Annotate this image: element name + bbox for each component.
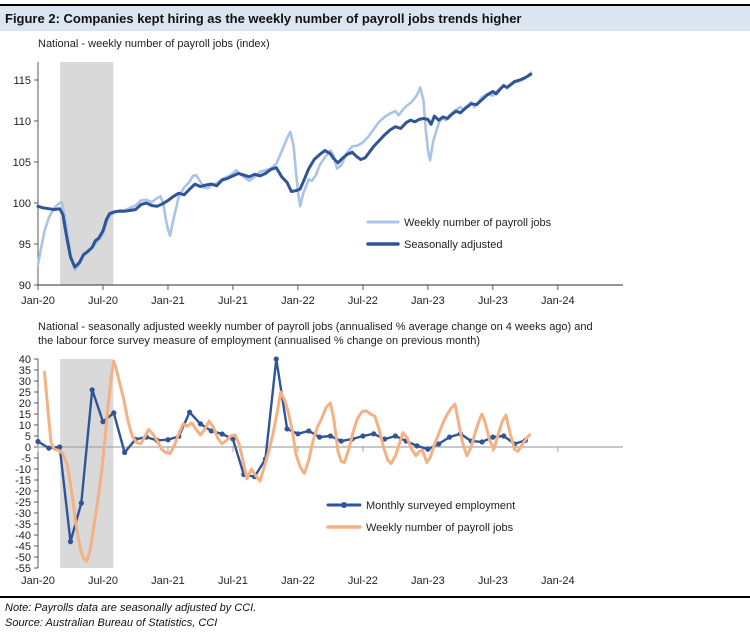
series-marker-monthly-surveyed-employment <box>122 449 128 456</box>
y-tick-label: 100 <box>13 198 31 210</box>
series-marker-monthly-surveyed-employment <box>111 410 117 416</box>
y-tick-label: 10 <box>19 420 31 432</box>
legend-label-monthly-surveyed-employment: Monthly surveyed employment <box>366 500 515 512</box>
x-tick-label: Jan-24 <box>541 575 575 587</box>
legend-label-seasonally-adjusted: Seasonally adjusted <box>404 239 502 251</box>
legend-label-weekly-number-of-payroll-jobs: Weekly number of payroll jobs <box>366 522 514 534</box>
series-marker-monthly-surveyed-employment <box>67 539 74 545</box>
x-tick-label: Jan-24 <box>541 295 575 307</box>
bottom-rule <box>0 596 750 598</box>
series-marker-monthly-surveyed-employment <box>360 433 366 439</box>
series-marker-monthly-surveyed-employment <box>490 434 496 440</box>
x-tick-label: Jul-23 <box>478 295 508 307</box>
series-marker-monthly-surveyed-employment <box>208 428 214 434</box>
series-marker-monthly-surveyed-employment <box>100 419 106 425</box>
y-tick-label: -15 <box>15 475 31 487</box>
top-rule <box>0 4 750 6</box>
series-marker-monthly-surveyed-employment <box>46 445 52 451</box>
y-tick-label: 40 <box>19 355 31 366</box>
x-tick-label: Jan-23 <box>411 575 445 587</box>
series-marker-monthly-surveyed-employment <box>284 426 290 432</box>
series-marker-monthly-surveyed-employment <box>371 431 377 437</box>
x-tick-label: Jul-20 <box>88 295 118 307</box>
series-marker-monthly-surveyed-employment <box>273 356 279 362</box>
series-line-weekly-number-of-payroll-jobs <box>43 359 532 563</box>
series-marker-monthly-surveyed-employment <box>436 441 442 447</box>
y-tick-label: -25 <box>15 497 31 509</box>
legend-marker-monthly-surveyed-employment <box>341 502 347 508</box>
y-tick-label: 25 <box>19 387 31 399</box>
y-tick-label: 90 <box>19 280 31 292</box>
y-tick-label: -10 <box>15 464 31 476</box>
series-marker-monthly-surveyed-employment <box>230 436 236 442</box>
source-text: Source: Australian Bureau of Statistics,… <box>5 617 218 629</box>
series-line-seasonally-adjusted <box>36 72 533 269</box>
y-tick-label: -55 <box>15 563 31 575</box>
x-tick-label: Jan-20 <box>21 575 55 587</box>
figure-title: Figure 2: Companies kept hiring as the w… <box>5 11 522 26</box>
series-marker-monthly-surveyed-employment <box>501 433 507 439</box>
series-marker-monthly-surveyed-employment <box>35 438 41 445</box>
x-tick-label: Jul-22 <box>348 575 378 587</box>
x-tick-label: Jul-20 <box>88 575 118 587</box>
x-tick-label: Jan-21 <box>151 295 185 307</box>
x-tick-label: Jul-23 <box>478 575 508 587</box>
y-tick-label: 15 <box>19 409 31 421</box>
series-marker-monthly-surveyed-employment <box>219 431 225 437</box>
payroll-change-chart: 4035302520151050-5-10-15-20-25-30-35-40-… <box>15 355 623 587</box>
y-tick-label: 115 <box>13 75 31 87</box>
series-marker-monthly-surveyed-employment <box>338 438 344 444</box>
series-marker-monthly-surveyed-employment <box>57 444 63 450</box>
series-marker-monthly-surveyed-employment <box>479 439 485 445</box>
y-tick-label: 110 <box>13 116 31 128</box>
y-tick-label: 95 <box>19 239 31 251</box>
y-tick-label: -30 <box>15 508 31 520</box>
x-tick-label: Jan-22 <box>281 295 315 307</box>
series-marker-monthly-surveyed-employment <box>197 421 204 427</box>
y-tick-label: 105 <box>13 157 31 169</box>
series-marker-monthly-surveyed-employment <box>187 409 193 415</box>
bottom-chart-subtitle: National - seasonally adjusted weekly nu… <box>38 321 593 347</box>
x-tick-label: Jan-22 <box>281 575 315 587</box>
y-tick-label: -45 <box>15 541 31 553</box>
x-tick-label: Jul-21 <box>218 575 248 587</box>
figure-notes: Note: Payrolls data are seasonally adjus… <box>5 601 256 631</box>
note-text: Note: Payrolls data are seasonally adjus… <box>5 602 257 614</box>
series-marker-monthly-surveyed-employment <box>295 431 301 437</box>
x-tick-label: Jan-23 <box>411 295 445 307</box>
x-tick-label: Jan-20 <box>21 295 55 307</box>
y-tick-label: -50 <box>15 552 31 564</box>
series-marker-monthly-surveyed-employment <box>306 428 312 434</box>
series-marker-monthly-surveyed-employment <box>446 434 453 440</box>
legend-label-weekly-number-of-payroll-jobs: Weekly number of payroll jobs <box>404 217 552 229</box>
y-tick-label: -35 <box>15 519 31 531</box>
y-tick-label: 20 <box>19 398 31 410</box>
series-marker-monthly-surveyed-employment <box>392 433 398 439</box>
y-tick-label: 5 <box>25 431 31 443</box>
series-marker-monthly-surveyed-employment <box>89 387 95 393</box>
y-tick-label: 35 <box>19 365 31 377</box>
x-tick-label: Jan-21 <box>151 575 185 587</box>
series-marker-monthly-surveyed-employment <box>165 437 171 443</box>
y-tick-label: -40 <box>15 530 31 542</box>
series-marker-monthly-surveyed-employment <box>316 434 323 440</box>
series-marker-monthly-surveyed-employment <box>327 433 334 439</box>
y-tick-label: -5 <box>21 453 31 465</box>
y-tick-label: 0 <box>25 442 31 454</box>
figure-title-band: Figure 2: Companies kept hiring as the w… <box>0 6 750 31</box>
top-chart-subtitle: National - weekly number of payroll jobs… <box>38 38 270 50</box>
payroll-index-chart: 90 95 100 105 110 115 Jan-20 Jul-20 Jan-21 Jul-21… <box>13 62 623 307</box>
x-tick-label: Jul-22 <box>348 295 378 307</box>
series-marker-monthly-surveyed-employment <box>425 446 431 452</box>
series-marker-monthly-surveyed-employment <box>414 443 420 449</box>
x-tick-label: Jul-21 <box>218 295 248 307</box>
y-tick-label: -20 <box>15 486 31 498</box>
y-tick-label: 30 <box>19 376 31 388</box>
series-marker-monthly-surveyed-employment <box>78 500 84 506</box>
